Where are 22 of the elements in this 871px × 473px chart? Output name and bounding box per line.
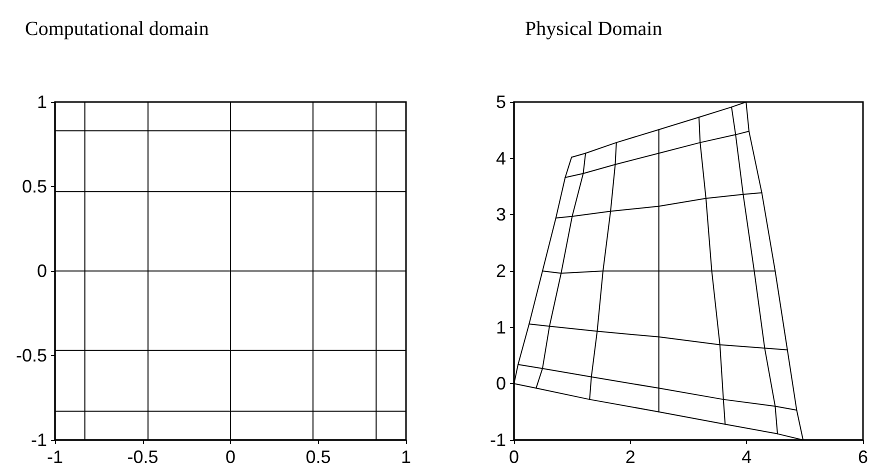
y-tick-label: 1 [496,317,506,338]
x-tick-label: 0.5 [306,447,331,467]
y-tick-label: 4 [496,148,506,168]
chart-title: Computational domain [25,18,209,40]
x-tick-label: 0 [508,447,520,467]
x-tick-label: 1 [400,447,412,467]
y-tick-label: 3 [496,204,506,225]
y-tick-label: 1 [36,92,47,112]
x-tick-label: 2 [625,447,636,467]
y-tick-label: -1 [30,430,47,450]
y-tick-label: 5 [496,92,506,112]
x-tick-label: 0 [225,447,236,467]
x-tick-label: 4 [742,447,752,467]
x-tick-label: -0.5 [127,447,158,467]
y-tick-label: 0 [496,374,506,394]
y-tick-label: -0.5 [16,346,47,366]
y-tick-label: 0.5 [22,176,47,196]
y-tick-label: -1 [490,430,506,450]
y-tick-label: 0 [36,261,47,281]
y-tick-label: 2 [496,261,506,281]
chart-title: Physical Domain [525,18,662,40]
x-tick-label: 6 [858,447,868,467]
